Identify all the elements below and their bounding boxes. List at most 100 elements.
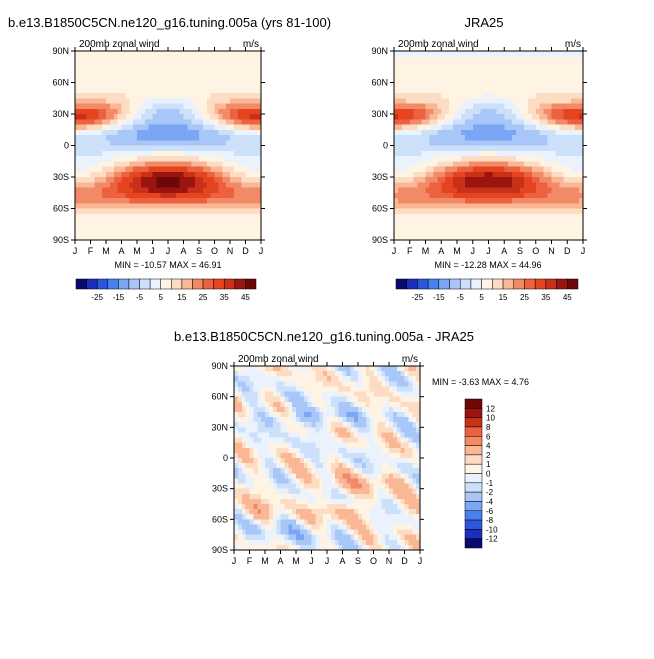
field-cell bbox=[385, 412, 389, 418]
field-cell bbox=[477, 230, 482, 236]
field-cell bbox=[481, 151, 486, 157]
field-cell bbox=[414, 77, 419, 83]
field-cell bbox=[168, 140, 172, 146]
field-cell bbox=[481, 98, 486, 104]
field-cell bbox=[422, 104, 427, 110]
field-cell bbox=[465, 177, 470, 183]
field-cell bbox=[335, 402, 339, 408]
field-cell bbox=[234, 478, 238, 484]
field-cell bbox=[180, 93, 184, 99]
field-cell bbox=[563, 177, 568, 183]
field-cell bbox=[226, 219, 230, 225]
field-cell bbox=[489, 88, 494, 94]
field-cell bbox=[496, 114, 501, 120]
field-cell bbox=[153, 125, 157, 131]
field-cell bbox=[187, 98, 191, 104]
field-cell bbox=[532, 104, 537, 110]
field-cell bbox=[281, 448, 285, 454]
field-cell bbox=[394, 130, 399, 136]
field-cell bbox=[528, 62, 533, 68]
field-cell bbox=[453, 230, 458, 236]
field-cell bbox=[575, 146, 580, 152]
field-cell bbox=[230, 156, 234, 162]
field-cell bbox=[94, 125, 98, 131]
field-cell bbox=[98, 109, 102, 115]
field-cell bbox=[343, 427, 347, 433]
field-cell bbox=[133, 119, 137, 125]
field-cell bbox=[548, 188, 553, 194]
field-cell bbox=[331, 499, 335, 505]
field-cell bbox=[354, 371, 358, 377]
field-cell bbox=[461, 72, 466, 78]
field-cell bbox=[389, 381, 393, 387]
field-cell bbox=[273, 489, 277, 495]
field-cell bbox=[414, 167, 419, 173]
field-cell bbox=[393, 366, 397, 372]
field-cell bbox=[381, 366, 385, 372]
field-cell bbox=[160, 67, 164, 73]
field-cell bbox=[370, 392, 374, 398]
field-cell bbox=[398, 125, 403, 131]
field-cell bbox=[292, 494, 296, 500]
field-cell bbox=[308, 463, 312, 469]
field-cell bbox=[106, 140, 110, 146]
field-cell bbox=[284, 422, 288, 428]
field-cell bbox=[398, 51, 403, 57]
field-cell bbox=[199, 119, 203, 125]
field-cell bbox=[246, 453, 250, 459]
field-cell bbox=[137, 62, 141, 68]
field-cell bbox=[346, 448, 350, 454]
field-cell bbox=[370, 386, 374, 392]
field-cell bbox=[242, 392, 246, 398]
field-cell bbox=[370, 376, 374, 382]
field-cell bbox=[91, 146, 95, 152]
field-cell bbox=[393, 371, 397, 377]
field-cell bbox=[149, 104, 153, 110]
field-cell bbox=[172, 203, 176, 209]
field-cell bbox=[402, 193, 407, 199]
field-cell bbox=[571, 209, 576, 215]
field-cell bbox=[207, 51, 211, 57]
field-cell bbox=[238, 407, 242, 413]
field-cell bbox=[249, 72, 253, 78]
field-cell bbox=[87, 56, 91, 62]
field-cell bbox=[211, 214, 215, 220]
field-cell bbox=[477, 219, 482, 225]
field-cell bbox=[199, 214, 203, 220]
field-cell bbox=[548, 156, 553, 162]
field-cell bbox=[571, 156, 576, 162]
field-cell bbox=[149, 167, 153, 173]
field-cell bbox=[571, 188, 576, 194]
x-tick-label: F bbox=[407, 246, 413, 256]
field-cell bbox=[575, 88, 580, 94]
field-cell bbox=[308, 422, 312, 428]
field-cell bbox=[292, 422, 296, 428]
field-cell bbox=[226, 177, 230, 183]
field-cell bbox=[176, 182, 180, 188]
field-cell bbox=[215, 67, 219, 73]
field-cell bbox=[426, 146, 431, 152]
field-cell bbox=[548, 130, 553, 136]
field-cell bbox=[315, 499, 319, 505]
field-cell bbox=[323, 448, 327, 454]
field-cell bbox=[429, 93, 434, 99]
field-cell bbox=[389, 427, 393, 433]
field-cell bbox=[377, 478, 381, 484]
field-cell bbox=[536, 72, 541, 78]
field-cell bbox=[265, 422, 269, 428]
field-cell bbox=[269, 392, 273, 398]
field-cell bbox=[164, 62, 168, 68]
field-cell bbox=[315, 376, 319, 382]
field-cell bbox=[402, 219, 407, 225]
field-cell bbox=[354, 453, 358, 459]
field-cell bbox=[512, 135, 517, 141]
field-cell bbox=[180, 198, 184, 204]
field-cell bbox=[575, 77, 580, 83]
field-cell bbox=[457, 230, 462, 236]
field-cell bbox=[500, 219, 505, 225]
field-cell bbox=[312, 366, 316, 372]
field-cell bbox=[83, 93, 87, 99]
field-cell bbox=[312, 443, 316, 449]
field-cell bbox=[398, 151, 403, 157]
